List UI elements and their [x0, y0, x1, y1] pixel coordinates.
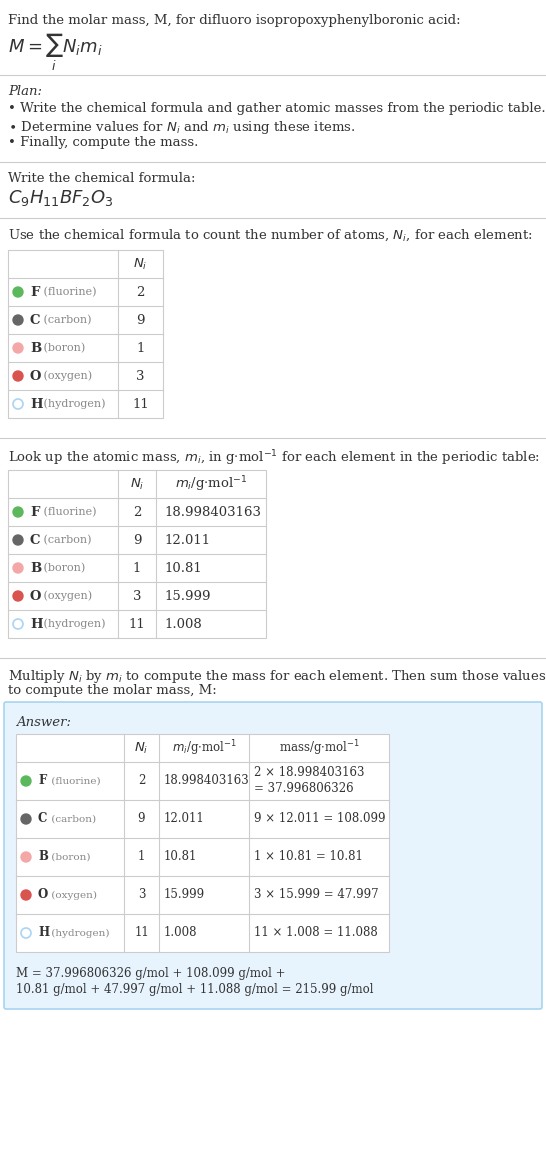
Bar [16, 734, 389, 952]
Text: $N_i$: $N_i$ [134, 740, 149, 755]
Text: 11 × 1.008 = 11.088: 11 × 1.008 = 11.088 [254, 927, 378, 940]
Text: $\bullet$ Determine values for $N_i$ and $m_i$ using these items.: $\bullet$ Determine values for $N_i$ and… [8, 119, 355, 136]
Circle shape [21, 890, 31, 900]
FancyBboxPatch shape [4, 702, 542, 1009]
Text: 3: 3 [136, 370, 145, 383]
Text: 2: 2 [133, 506, 141, 519]
Text: 12.011: 12.011 [164, 812, 205, 826]
Text: 10.81: 10.81 [164, 561, 202, 574]
Text: 2: 2 [136, 285, 145, 298]
Text: 1: 1 [136, 341, 145, 355]
Text: (oxygen): (oxygen) [48, 891, 97, 899]
Bar [8, 251, 163, 418]
Text: (carbon): (carbon) [40, 535, 92, 545]
Text: 12.011: 12.011 [164, 534, 210, 546]
Text: 1: 1 [133, 561, 141, 574]
Text: Use the chemical formula to count the number of atoms, $N_i$, for each element:: Use the chemical formula to count the nu… [8, 229, 533, 244]
Circle shape [13, 287, 23, 297]
Circle shape [13, 371, 23, 380]
Text: 11: 11 [129, 617, 145, 631]
Text: 3: 3 [133, 589, 141, 602]
Circle shape [13, 563, 23, 573]
Text: F: F [38, 775, 46, 788]
Text: $N_i$: $N_i$ [133, 256, 148, 271]
Text: Answer:: Answer: [16, 716, 71, 728]
Text: 9: 9 [136, 313, 145, 326]
Circle shape [13, 535, 23, 545]
Text: 10.81 g/mol + 47.997 g/mol + 11.088 g/mol = 215.99 g/mol: 10.81 g/mol + 47.997 g/mol + 11.088 g/mo… [16, 983, 373, 996]
Text: 18.998403163: 18.998403163 [164, 506, 261, 519]
Text: 1: 1 [138, 850, 145, 863]
Text: B: B [30, 341, 41, 355]
Text: F: F [30, 285, 39, 298]
Circle shape [21, 776, 31, 786]
Text: O: O [38, 889, 48, 901]
Text: 1.008: 1.008 [164, 617, 202, 631]
Text: (fluorine): (fluorine) [40, 507, 97, 517]
Text: (boron): (boron) [40, 343, 85, 353]
Text: (boron): (boron) [48, 853, 91, 862]
Text: $M = \sum_{i} N_i m_i$: $M = \sum_{i} N_i m_i$ [8, 32, 103, 73]
Text: 9: 9 [138, 812, 145, 826]
Text: B: B [30, 561, 41, 574]
Text: 18.998403163: 18.998403163 [164, 775, 250, 788]
Text: 2 × 18.998403163: 2 × 18.998403163 [254, 767, 365, 780]
Circle shape [21, 851, 31, 862]
Circle shape [21, 814, 31, 824]
Text: 9: 9 [133, 534, 141, 546]
Text: F: F [30, 506, 39, 519]
Text: 1 × 10.81 = 10.81: 1 × 10.81 = 10.81 [254, 850, 363, 863]
Text: $m_i$/g$\cdot$mol$^{-1}$: $m_i$/g$\cdot$mol$^{-1}$ [171, 738, 236, 757]
Text: (fluorine): (fluorine) [48, 776, 100, 785]
Text: Find the molar mass, M, for difluoro isopropoxyphenylboronic acid:: Find the molar mass, M, for difluoro iso… [8, 14, 461, 27]
Text: to compute the molar mass, M:: to compute the molar mass, M: [8, 684, 217, 697]
Text: Look up the atomic mass, $m_i$, in g$\cdot$mol$^{-1}$ for each element in the pe: Look up the atomic mass, $m_i$, in g$\cd… [8, 448, 540, 467]
Text: O: O [30, 589, 41, 602]
Circle shape [13, 343, 23, 353]
Text: (boron): (boron) [40, 563, 85, 573]
Circle shape [13, 316, 23, 325]
Text: 11: 11 [132, 398, 149, 411]
Text: (hydrogen): (hydrogen) [48, 928, 110, 937]
Circle shape [13, 507, 23, 517]
Bar [8, 470, 266, 638]
Text: 10.81: 10.81 [164, 850, 197, 863]
Text: M = 37.996806326 g/mol + 108.099 g/mol +: M = 37.996806326 g/mol + 108.099 g/mol + [16, 967, 286, 980]
Text: (oxygen): (oxygen) [40, 371, 92, 382]
Text: H: H [38, 927, 49, 940]
Text: C: C [30, 313, 40, 326]
Text: O: O [30, 370, 41, 383]
Text: (fluorine): (fluorine) [40, 287, 97, 297]
Text: 9 × 12.011 = 108.099: 9 × 12.011 = 108.099 [254, 812, 385, 826]
Text: $m_i$/g$\cdot$mol$^{-1}$: $m_i$/g$\cdot$mol$^{-1}$ [175, 474, 247, 494]
Text: 15.999: 15.999 [164, 589, 211, 602]
Circle shape [13, 590, 23, 601]
Text: Multiply $N_i$ by $m_i$ to compute the mass for each element. Then sum those val: Multiply $N_i$ by $m_i$ to compute the m… [8, 668, 546, 686]
Text: 15.999: 15.999 [164, 889, 205, 901]
Text: Write the chemical formula:: Write the chemical formula: [8, 172, 195, 184]
Text: Plan:: Plan: [8, 85, 42, 97]
Text: B: B [38, 850, 48, 863]
Text: = 37.996806326: = 37.996806326 [254, 783, 354, 796]
Text: • Finally, compute the mass.: • Finally, compute the mass. [8, 136, 198, 148]
Text: H: H [30, 617, 43, 631]
Text: • Write the chemical formula and gather atomic masses from the periodic table.: • Write the chemical formula and gather … [8, 102, 545, 115]
Text: 11: 11 [134, 927, 149, 940]
Text: (hydrogen): (hydrogen) [40, 399, 105, 409]
Text: $N_i$: $N_i$ [130, 477, 144, 492]
Text: (hydrogen): (hydrogen) [40, 618, 105, 629]
Text: (carbon): (carbon) [48, 814, 96, 824]
Text: C: C [30, 534, 40, 546]
Text: (carbon): (carbon) [40, 314, 92, 325]
Text: mass/g$\cdot$mol$^{-1}$: mass/g$\cdot$mol$^{-1}$ [278, 738, 359, 757]
Text: H: H [30, 398, 43, 411]
Text: C: C [38, 812, 48, 826]
Text: (oxygen): (oxygen) [40, 590, 92, 601]
Text: 1.008: 1.008 [164, 927, 198, 940]
Text: 2: 2 [138, 775, 145, 788]
Text: 3: 3 [138, 889, 145, 901]
Text: $C_9H_{11}BF_2O_3$: $C_9H_{11}BF_2O_3$ [8, 188, 114, 208]
Text: 3 × 15.999 = 47.997: 3 × 15.999 = 47.997 [254, 889, 378, 901]
